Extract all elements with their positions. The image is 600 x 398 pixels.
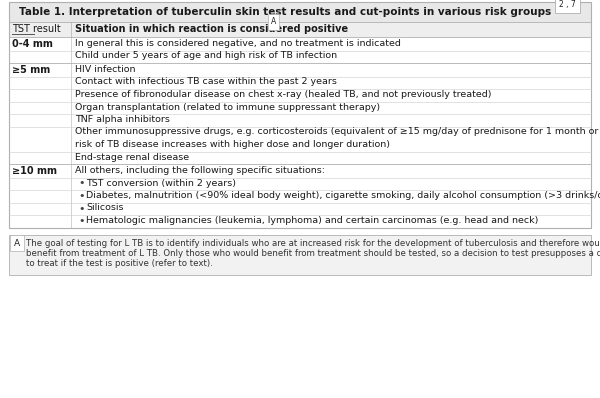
Bar [9, 2, 591, 22]
Text: •: • [78, 216, 85, 226]
Text: 2 , 7: 2 , 7 [559, 0, 576, 9]
Text: ≥10 mm: ≥10 mm [12, 166, 57, 176]
Text: Other immunosuppressive drugs, e.g. corticosteroids (equivalent of ≥15 mg/day of: Other immunosuppressive drugs, e.g. cort… [75, 127, 600, 137]
Text: TNF alpha inhibitors: TNF alpha inhibitors [75, 115, 170, 124]
Text: benefit from treatment of L TB. Only those who would benefit from treatment shou: benefit from treatment of L TB. Only tho… [26, 249, 600, 258]
Text: TST conversion (within 2 years): TST conversion (within 2 years) [86, 178, 236, 187]
Text: ≥5 mm: ≥5 mm [12, 65, 50, 75]
Text: A: A [14, 238, 20, 248]
Bar [9, 164, 591, 228]
Text: •: • [78, 191, 85, 201]
Bar [9, 234, 591, 275]
Text: •: • [78, 178, 85, 189]
Bar [9, 37, 591, 63]
Bar [9, 63, 591, 164]
Text: 0-4 mm: 0-4 mm [12, 39, 53, 49]
Text: Child under 5 years of age and high risk of TB infection: Child under 5 years of age and high risk… [75, 51, 337, 60]
Text: A: A [271, 18, 276, 27]
Text: End-stage renal disease: End-stage renal disease [75, 152, 189, 162]
Text: Diabetes, malnutrition (<90% ideal body weight), cigarette smoking, daily alcoho: Diabetes, malnutrition (<90% ideal body … [86, 191, 600, 200]
Text: Presence of fibronodular disease on chest x-ray (healed TB, and not previously t: Presence of fibronodular disease on ches… [75, 90, 491, 99]
Bar [9, 2, 591, 228]
Text: Contact with infectious TB case within the past 2 years: Contact with infectious TB case within t… [75, 78, 337, 86]
Text: to treat if the test is positive (refer to text).: to treat if the test is positive (refer … [26, 259, 213, 269]
Text: Silicosis: Silicosis [86, 203, 124, 213]
Text: Situation in which reaction is considered positive: Situation in which reaction is considere… [75, 25, 348, 35]
Text: Hematologic malignancies (leukemia, lymphoma) and certain carcinomas (e.g. head : Hematologic malignancies (leukemia, lymp… [86, 216, 538, 225]
Text: In general this is considered negative, and no treatment is indicated: In general this is considered negative, … [75, 39, 401, 48]
Text: risk of TB disease increases with higher dose and longer duration): risk of TB disease increases with higher… [75, 140, 390, 149]
Text: •: • [78, 203, 85, 213]
Text: The goal of testing for L TB is to identify individuals who are at increased ris: The goal of testing for L TB is to ident… [26, 238, 600, 248]
Text: TST result: TST result [12, 25, 61, 35]
Text: Table 1. Interpretation of tuberculin skin test results and cut-points in variou: Table 1. Interpretation of tuberculin sk… [19, 7, 551, 17]
Text: Organ transplantation (related to immune suppressant therapy): Organ transplantation (related to immune… [75, 103, 380, 111]
Text: All others, including the following specific situations:: All others, including the following spec… [75, 166, 325, 175]
Bar [9, 22, 591, 37]
Text: HIV infection: HIV infection [75, 65, 136, 74]
